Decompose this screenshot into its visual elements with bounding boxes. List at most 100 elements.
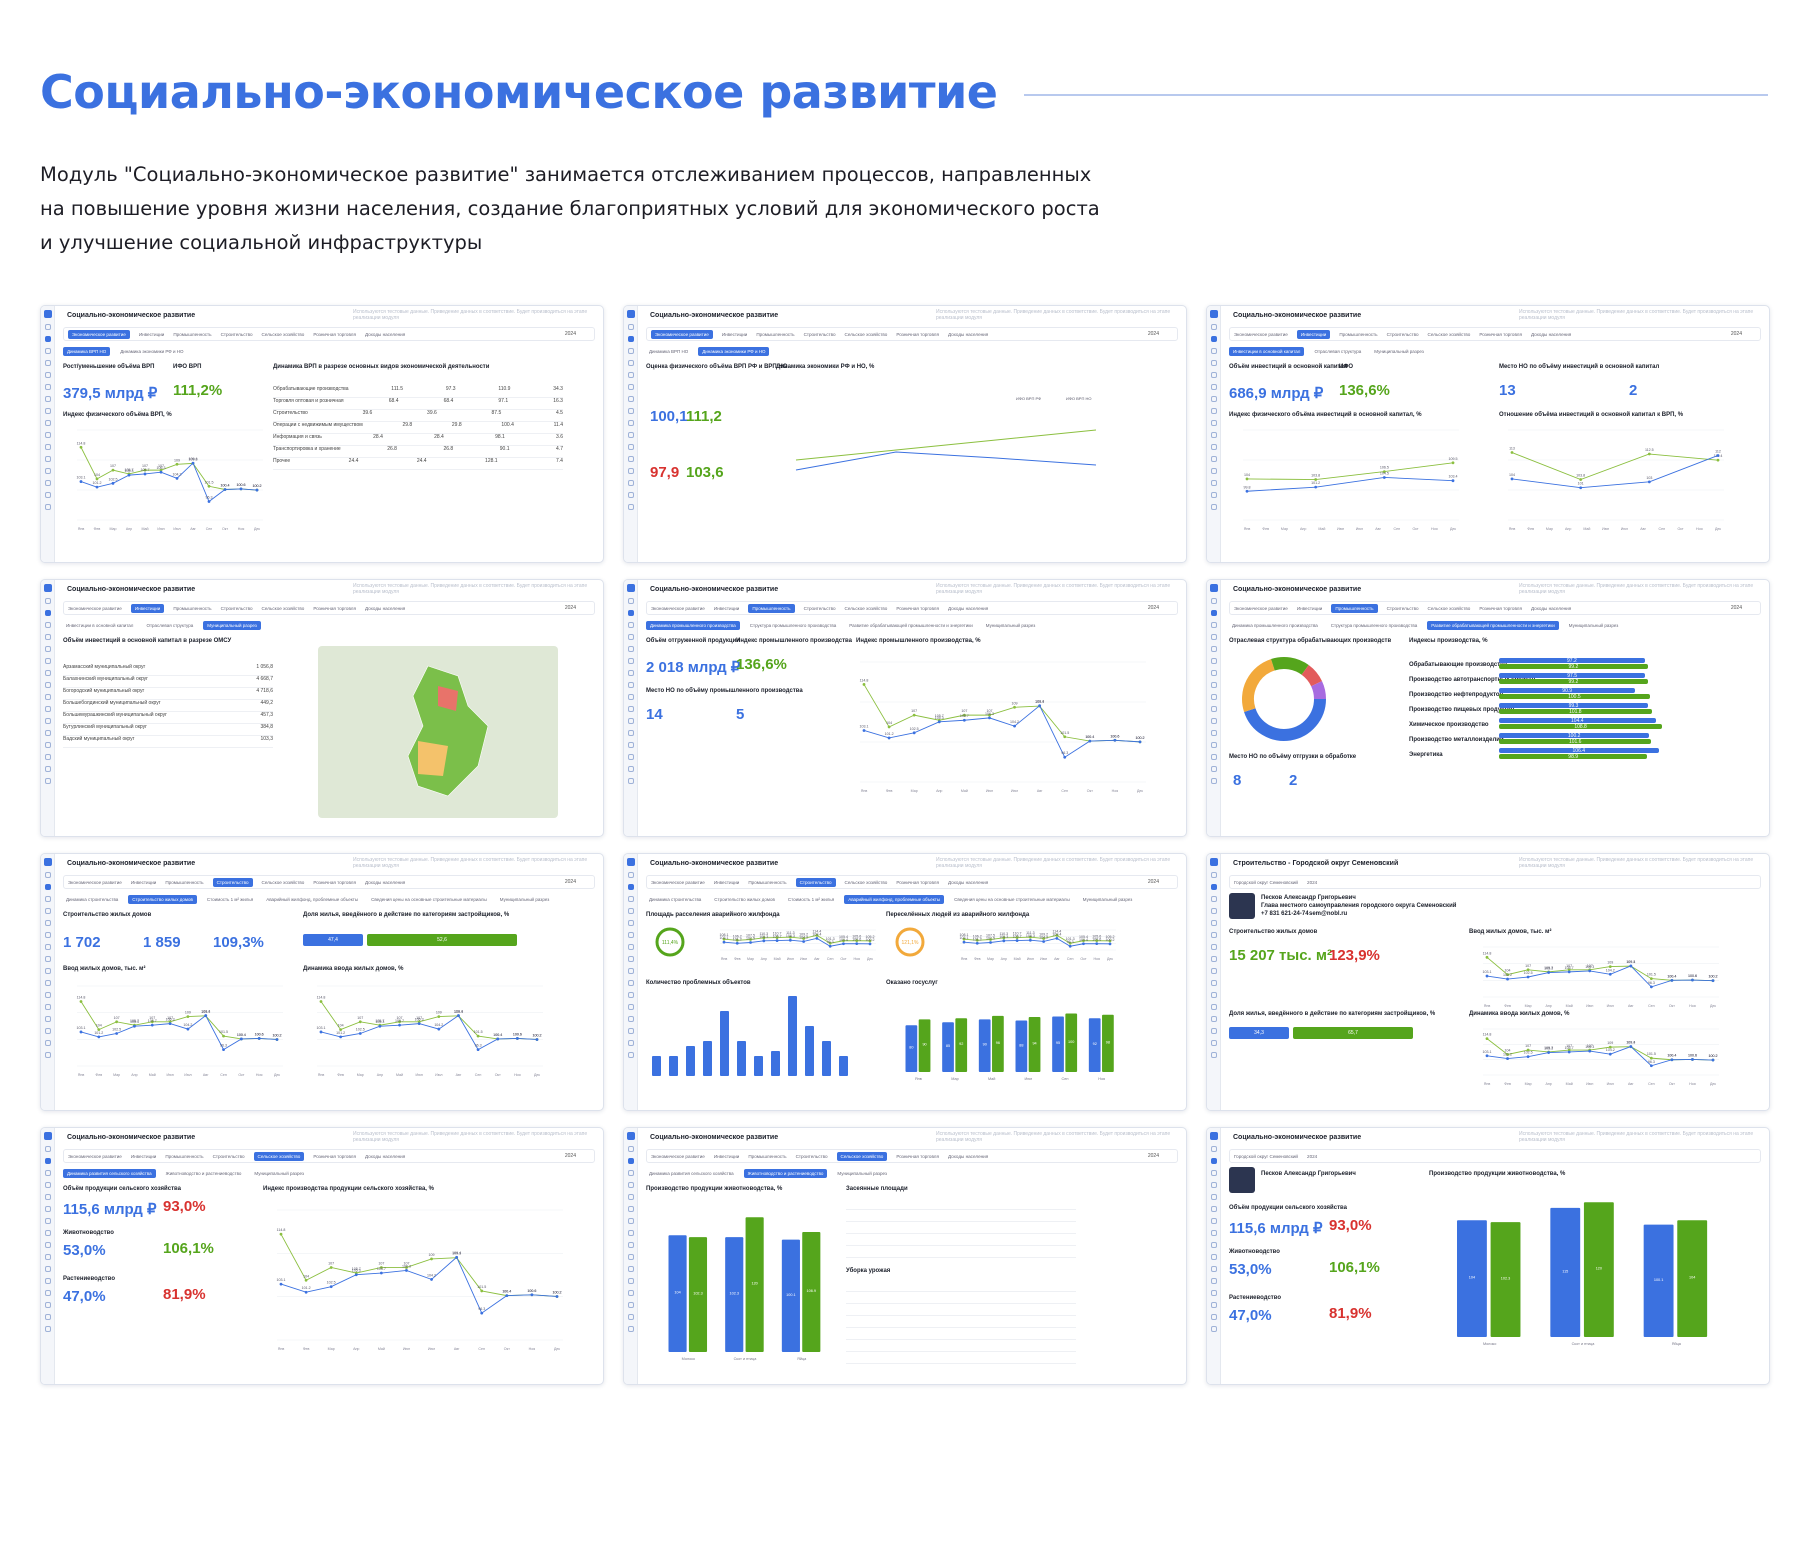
sidebar-nav-icon[interactable]	[627, 420, 634, 426]
sidebar-nav-icon[interactable]	[44, 718, 51, 724]
sidebar-nav-icon[interactable]	[627, 324, 634, 330]
sub-tab-2[interactable]: Строительство жилых домов	[128, 895, 197, 904]
sub-tab-3[interactable]: Стоимость 1 м² жилья	[787, 897, 835, 902]
sidebar-nav-icon[interactable]	[44, 1242, 51, 1248]
sub-tab-2[interactable]: Динамика экономики РФ и НО	[698, 347, 770, 356]
sidebar-nav-icon[interactable]	[627, 1194, 634, 1200]
district-select[interactable]: Городской округ Семеновский	[1234, 879, 1299, 885]
tab-3[interactable]: Промышленность	[756, 331, 795, 337]
sidebar-nav-icon[interactable]	[44, 778, 51, 784]
sub-tab-1[interactable]: Динамика ВРП НО	[649, 349, 689, 354]
tab-7[interactable]: Доходы населения	[1530, 605, 1572, 611]
sidebar-nav-icon[interactable]	[1210, 492, 1217, 498]
sidebar-nav-icon[interactable]	[627, 1230, 634, 1236]
sidebar-nav-icon[interactable]	[44, 492, 51, 498]
sidebar-nav-icon[interactable]	[44, 706, 51, 712]
tab-7[interactable]: Доходы населения	[947, 331, 989, 337]
sub-tab-4[interactable]: Муниципальный разрез	[1568, 623, 1619, 628]
sidebar-nav-icon[interactable]	[44, 730, 51, 736]
sidebar-nav-icon[interactable]	[627, 742, 634, 748]
year-select[interactable]: 2024	[1307, 1153, 1318, 1159]
sidebar-nav-icon[interactable]	[44, 1326, 51, 1332]
sidebar-nav-icon[interactable]	[44, 444, 51, 450]
sidebar-nav-icon[interactable]	[1210, 1302, 1217, 1308]
sidebar-nav-icon[interactable]	[44, 670, 51, 676]
sidebar-nav-icon[interactable]	[44, 360, 51, 366]
tab-4[interactable]: Строительство	[795, 1153, 828, 1159]
tab-7[interactable]: Доходы населения	[947, 1153, 989, 1159]
tab-2[interactable]: Инвестиции	[713, 605, 740, 611]
sidebar-nav-icon[interactable]	[627, 432, 634, 438]
sidebar-nav-icon[interactable]	[44, 968, 51, 974]
sidebar-nav-icon[interactable]	[627, 492, 634, 498]
sidebar-nav-icon[interactable]	[44, 872, 51, 878]
sidebar-nav-icon[interactable]	[1210, 1278, 1217, 1284]
sidebar-nav-icon[interactable]	[1210, 622, 1217, 628]
sidebar-nav-icon[interactable]	[44, 884, 51, 890]
investment-map[interactable]	[318, 646, 558, 818]
sidebar-nav-icon[interactable]	[1210, 1146, 1217, 1152]
tab-6[interactable]: Розничная торговля	[1479, 605, 1522, 611]
sidebar-nav-icon[interactable]	[1210, 1254, 1217, 1260]
sidebar-nav-icon[interactable]	[627, 1028, 634, 1034]
sidebar-nav-icon[interactable]	[1210, 884, 1217, 890]
sidebar-nav-icon[interactable]	[44, 396, 51, 402]
sidebar-nav-icon[interactable]	[1210, 396, 1217, 402]
sidebar-nav-icon[interactable]	[1210, 1218, 1217, 1224]
year-select[interactable]: 2024	[1730, 605, 1742, 611]
tab-1[interactable]: Экономическое развитие	[68, 1153, 122, 1159]
sidebar-nav-icon[interactable]	[44, 336, 51, 342]
tab-6[interactable]: Розничная торговля	[313, 605, 356, 611]
sidebar-nav-icon[interactable]	[44, 1254, 51, 1260]
tab-3[interactable]: Промышленность	[1339, 331, 1378, 337]
tab-3[interactable]: Промышленность	[1331, 603, 1378, 613]
sidebar-nav-icon[interactable]	[44, 646, 51, 652]
sidebar-nav-icon[interactable]	[627, 1182, 634, 1188]
tab-3[interactable]: Промышленность	[748, 1153, 787, 1159]
sidebar-nav-icon[interactable]	[44, 348, 51, 354]
sidebar-nav-icon[interactable]	[1210, 634, 1217, 640]
sidebar-nav-icon[interactable]	[627, 598, 634, 604]
sub-tab-2[interactable]: Животноводство и растениеводство	[743, 1169, 828, 1178]
sidebar-nav-icon[interactable]	[1210, 324, 1217, 330]
sidebar-nav-icon[interactable]	[627, 360, 634, 366]
sidebar-nav-icon[interactable]	[44, 1158, 51, 1164]
sidebar-nav-icon[interactable]	[627, 658, 634, 664]
sidebar-nav-icon[interactable]	[1210, 1158, 1217, 1164]
sidebar-nav-icon[interactable]	[1210, 742, 1217, 748]
dashboard-card-12[interactable]: Социально-экономическое развитие Использу…	[1206, 1127, 1770, 1385]
sidebar-nav-icon[interactable]	[627, 706, 634, 712]
sub-tab-3[interactable]: Муниципальный разрез	[1374, 349, 1424, 354]
sidebar-nav-icon[interactable]	[627, 694, 634, 700]
sidebar-nav-icon[interactable]	[44, 1230, 51, 1236]
tab-2[interactable]: Инвестиции	[130, 603, 165, 613]
sidebar-nav-icon[interactable]	[627, 468, 634, 474]
tab-3[interactable]: Промышленность	[748, 879, 787, 885]
sidebar-nav-icon[interactable]	[44, 766, 51, 772]
tab-4[interactable]: Строительство	[212, 1153, 245, 1159]
district-select[interactable]: Городской округ Семеновский	[1234, 1153, 1299, 1159]
sidebar-nav-icon[interactable]	[44, 682, 51, 688]
sidebar-nav-icon[interactable]	[44, 1170, 51, 1176]
tab-5[interactable]: Сельское хозяйство	[844, 605, 888, 611]
sidebar-nav-icon[interactable]	[627, 444, 634, 450]
sidebar-nav-icon[interactable]	[1210, 1004, 1217, 1010]
sidebar-nav-icon[interactable]	[627, 718, 634, 724]
sidebar-nav-icon[interactable]	[1210, 956, 1217, 962]
sidebar-nav-icon[interactable]	[1210, 646, 1217, 652]
sub-tab-2[interactable]: Строительство жилых домов	[714, 897, 775, 902]
tab-3[interactable]: Промышленность	[173, 331, 212, 337]
year-select[interactable]: 2024	[564, 605, 576, 611]
sidebar-nav-icon[interactable]	[44, 944, 51, 950]
sidebar-nav-icon[interactable]	[627, 396, 634, 402]
tab-1[interactable]: Экономическое развитие	[651, 879, 705, 885]
sidebar-nav-icon[interactable]	[627, 1302, 634, 1308]
year-select[interactable]: 2024	[1147, 1153, 1159, 1159]
sidebar-nav-icon[interactable]	[44, 384, 51, 390]
tab-7[interactable]: Доходы населения	[364, 605, 406, 611]
sidebar-nav-icon[interactable]	[627, 1052, 634, 1058]
sidebar-nav-icon[interactable]	[627, 1158, 634, 1164]
sidebar-nav-icon[interactable]	[44, 896, 51, 902]
sidebar-nav-icon[interactable]	[1210, 682, 1217, 688]
tab-5[interactable]: Сельское хозяйство	[261, 331, 305, 337]
